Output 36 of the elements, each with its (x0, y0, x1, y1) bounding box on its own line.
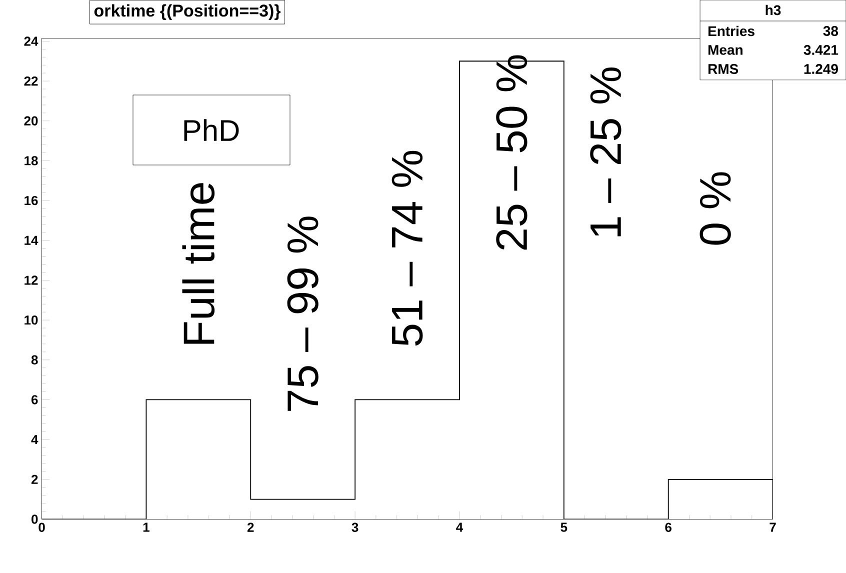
annotation: 0 % (700, 172, 731, 245)
x-tick-label: 1 (143, 522, 150, 532)
annotation: 1 – 25 % (590, 68, 622, 236)
x-tick-label: 3 (352, 522, 358, 532)
text: h3 (766, 4, 781, 16)
y-tick-label: 2 (31, 474, 38, 484)
annotation: 25 – 50 % (496, 55, 528, 250)
y-tick-label: 22 (24, 76, 38, 86)
y-tick-label: 16 (24, 196, 38, 206)
x-tick-label: 2 (247, 522, 254, 532)
annotation: 75 – 99 % (287, 216, 318, 411)
x-tick-label: 6 (665, 522, 672, 532)
annotation: PhD (184, 119, 239, 141)
text: 3.421 (804, 45, 838, 55)
chart-title: orktime {(Position==3)} (94, 4, 281, 20)
y-tick-label: 0 (32, 514, 38, 524)
y-tick-label: 12 (24, 276, 38, 285)
y-tick-label: 14 (24, 236, 38, 245)
y-tick-label: 18 (24, 156, 38, 166)
y-tick-label: 20 (24, 116, 38, 126)
x-tick-label: 0 (38, 522, 45, 532)
annotation: Full time (182, 183, 215, 344)
annotation: 51 – 74 % (392, 150, 423, 346)
y-tick-label: 6 (31, 395, 38, 404)
x-tick-label: 4 (456, 522, 464, 532)
y-tick-label: 4 (31, 435, 38, 444)
x-tick-label: 5 (560, 522, 568, 532)
annotation: Mean (708, 45, 742, 55)
annotation: RMS (708, 64, 738, 74)
y-tick-label: 10 (24, 315, 38, 325)
x-tick-label: 7 (770, 522, 776, 532)
y-tick-label: 24 (24, 36, 38, 46)
text: 1.249 (804, 64, 838, 74)
y-tick-label: 8 (31, 355, 38, 364)
text: Entries (708, 26, 754, 36)
text: 38 (823, 26, 838, 36)
